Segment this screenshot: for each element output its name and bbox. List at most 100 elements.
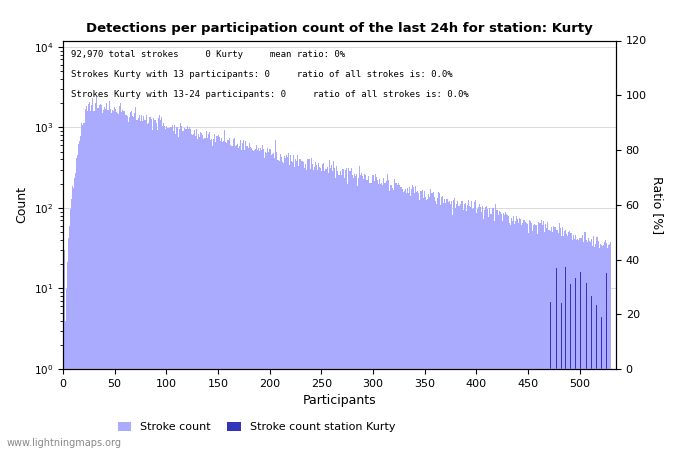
Bar <box>519 217 520 450</box>
Bar <box>70 209 71 450</box>
Bar <box>139 115 140 450</box>
Bar <box>381 183 382 450</box>
Bar <box>315 162 316 450</box>
Stroke ratio station Kurty <box>172 366 181 372</box>
Bar <box>471 201 472 450</box>
Bar <box>591 239 592 450</box>
Bar <box>112 110 113 450</box>
Bar <box>235 146 236 450</box>
Bar <box>452 215 453 450</box>
Bar <box>606 273 607 450</box>
Bar <box>276 152 277 450</box>
Bar <box>412 185 413 450</box>
Bar <box>277 160 279 450</box>
Bar <box>405 189 406 450</box>
Stroke ratio station Kurty <box>298 366 306 372</box>
Bar <box>384 183 385 450</box>
Bar <box>393 190 394 450</box>
Bar <box>305 164 307 450</box>
Bar <box>475 200 476 450</box>
Bar <box>69 226 70 450</box>
Bar <box>479 203 480 450</box>
Bar <box>453 200 454 450</box>
Bar <box>607 248 608 450</box>
Bar <box>326 169 327 450</box>
Bar <box>461 201 463 450</box>
Bar <box>601 245 602 450</box>
Bar <box>442 196 443 450</box>
Bar <box>104 107 105 450</box>
Bar <box>515 221 517 450</box>
Bar <box>491 214 493 450</box>
Bar <box>223 141 224 450</box>
Bar <box>591 296 592 450</box>
Bar <box>178 137 179 450</box>
Bar <box>160 120 161 450</box>
Bar <box>346 184 348 450</box>
Bar <box>195 135 196 450</box>
Bar <box>79 141 80 450</box>
Bar <box>431 193 433 450</box>
Bar <box>96 97 97 450</box>
Bar <box>113 111 114 450</box>
Bar <box>546 228 547 450</box>
Bar <box>395 183 396 450</box>
Bar <box>583 242 584 450</box>
Bar <box>99 104 101 450</box>
Bar <box>173 131 174 450</box>
Bar <box>418 193 419 450</box>
Bar <box>457 201 458 450</box>
Bar <box>398 184 400 450</box>
Stroke ratio station Kurty <box>579 366 587 372</box>
Bar <box>342 170 344 450</box>
Bar <box>548 230 550 450</box>
Bar <box>145 120 146 450</box>
Bar <box>420 191 421 450</box>
Bar <box>478 207 479 450</box>
Bar <box>534 224 535 450</box>
Bar <box>279 154 281 450</box>
Bar <box>503 213 504 450</box>
Bar <box>356 174 357 450</box>
Bar <box>474 202 475 450</box>
Bar <box>318 166 320 450</box>
Bar <box>323 163 324 450</box>
Bar <box>118 113 119 450</box>
Title: Detections per participation count of the last 24h for station: Kurty: Detections per participation count of th… <box>86 22 593 35</box>
Bar <box>307 158 309 450</box>
Bar <box>335 178 337 450</box>
Bar <box>242 143 244 450</box>
Bar <box>287 158 288 450</box>
X-axis label: Participants: Participants <box>302 394 377 407</box>
Bar <box>250 147 251 450</box>
Bar <box>571 233 572 450</box>
Bar <box>578 240 580 450</box>
Bar <box>127 122 129 450</box>
Bar <box>482 207 483 450</box>
Bar <box>522 223 524 450</box>
Bar <box>172 125 173 450</box>
Bar <box>94 111 95 450</box>
Bar <box>602 246 603 450</box>
Bar <box>413 187 414 450</box>
Bar <box>153 118 155 450</box>
Bar <box>146 115 147 450</box>
Bar <box>199 137 200 450</box>
Bar <box>138 118 139 450</box>
Bar <box>161 117 162 450</box>
Bar <box>170 127 171 450</box>
Bar <box>587 238 589 450</box>
Bar <box>212 146 214 450</box>
Bar <box>463 204 465 450</box>
Bar <box>147 124 148 450</box>
Bar <box>312 164 313 450</box>
Bar <box>244 150 246 450</box>
Bar <box>422 190 423 450</box>
Bar <box>294 167 295 450</box>
Bar <box>293 154 294 450</box>
Bar <box>498 212 500 450</box>
Bar <box>125 116 127 450</box>
Bar <box>64 321 66 450</box>
Bar <box>407 194 409 450</box>
Bar <box>514 224 515 450</box>
